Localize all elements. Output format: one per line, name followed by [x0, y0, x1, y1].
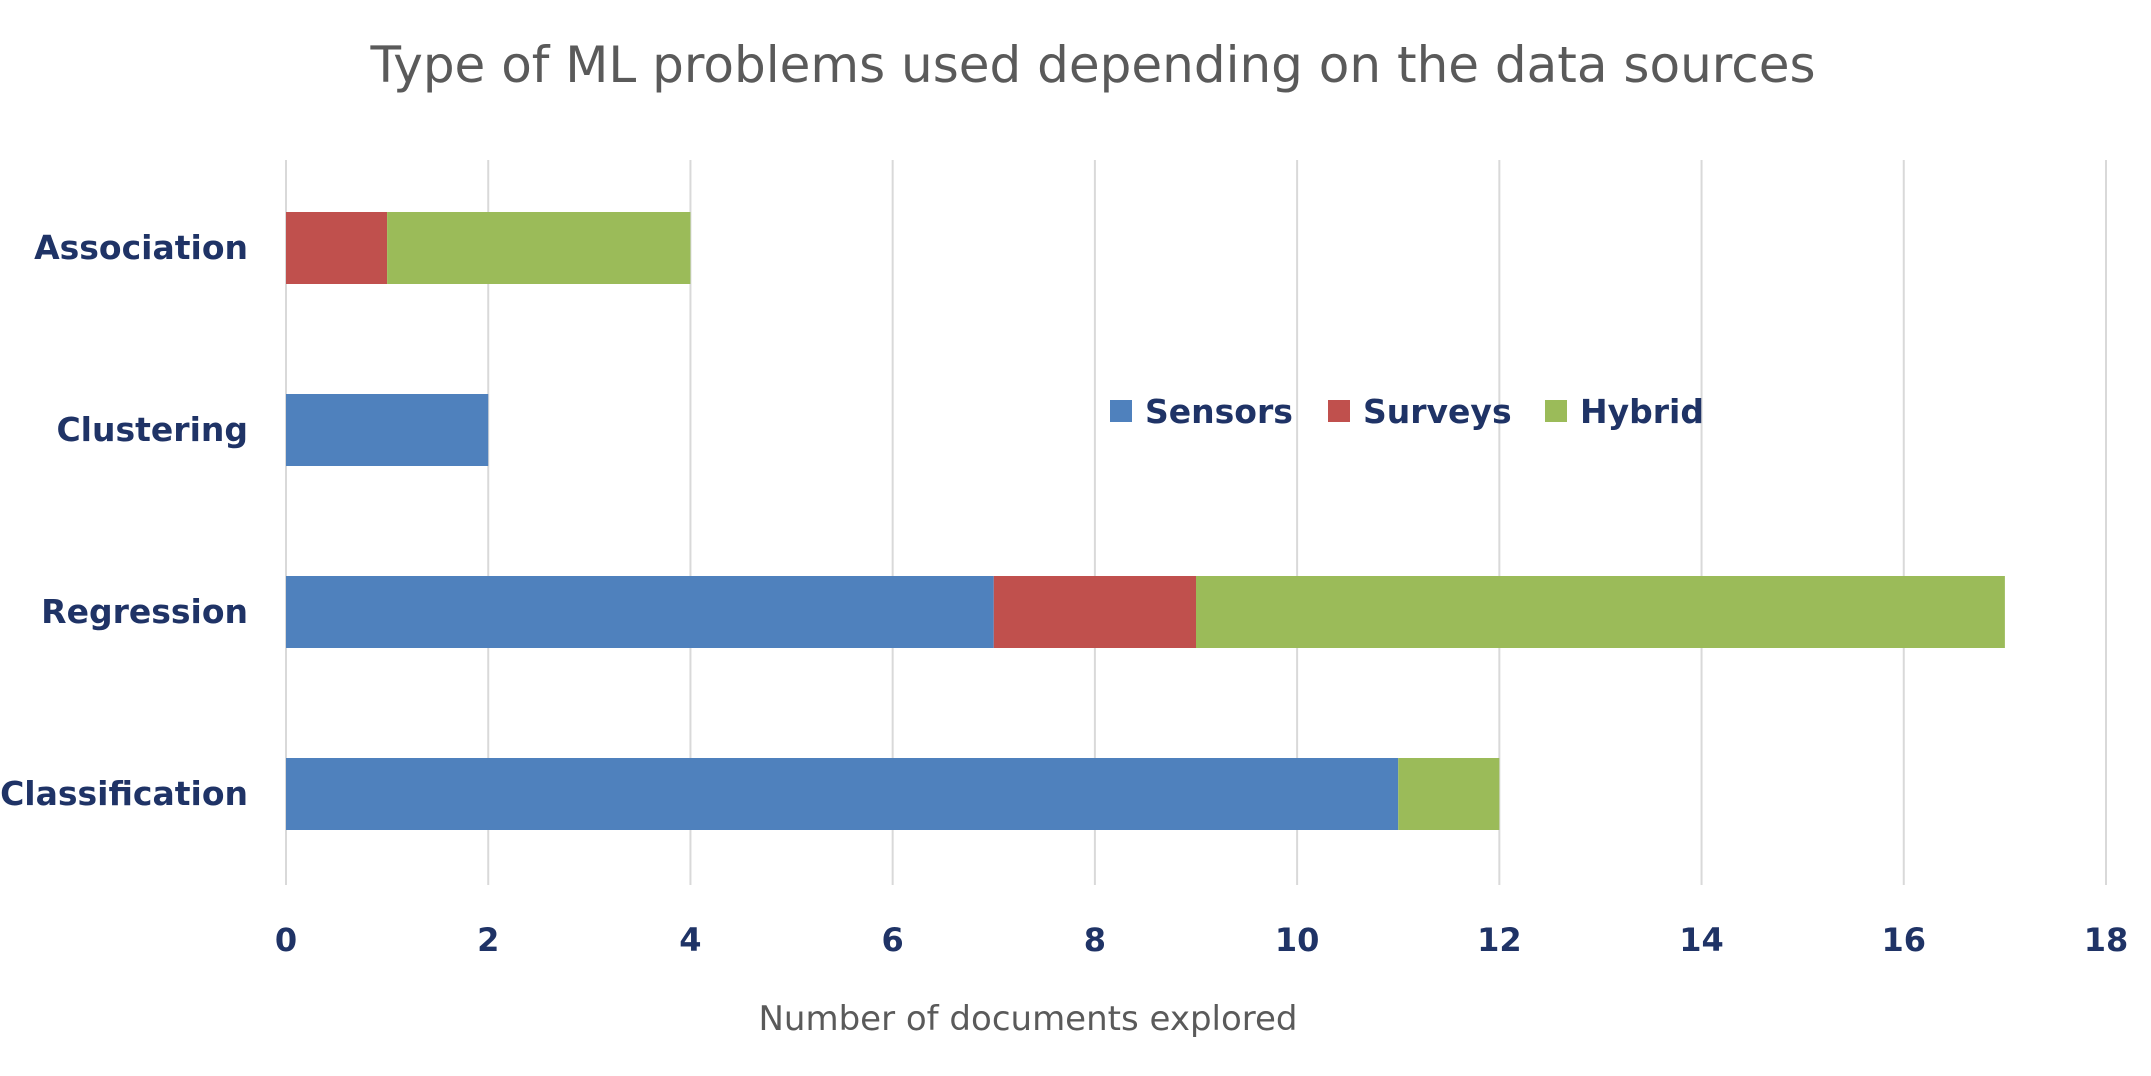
legend-label: Surveys: [1363, 392, 1512, 431]
category-label: Association: [34, 228, 248, 267]
x-tick-label: 18: [2084, 921, 2129, 959]
legend: Sensors Surveys Hybrid: [1110, 392, 1704, 431]
bar-association-hybrid: [387, 212, 691, 284]
bar-clustering-sensors: [286, 394, 489, 466]
legend-swatch: [1110, 400, 1132, 422]
x-tick-labels: 0 2 4 6 8 10 12 14 16 18: [275, 921, 2128, 959]
bar-classification-hybrid: [1398, 758, 1500, 830]
category-label: Classification: [0, 774, 248, 813]
bar-regression-hybrid: [1196, 576, 2005, 648]
bars: [286, 212, 2005, 830]
x-tick-label: 2: [477, 921, 499, 959]
x-tick-label: 12: [1477, 921, 1522, 959]
x-tick-label: 6: [882, 921, 904, 959]
category-label: Clustering: [56, 410, 248, 449]
bar-association-surveys: [286, 212, 388, 284]
x-tick-label: 8: [1084, 921, 1106, 959]
category-labels: Association Clustering Regression Classific…: [0, 228, 248, 813]
category-label: Regression: [41, 592, 248, 631]
x-tick-label: 0: [275, 921, 297, 959]
x-tick-label: 4: [679, 921, 701, 959]
x-axis-label: Number of documents explored: [758, 999, 1297, 1039]
legend-swatch: [1328, 400, 1350, 422]
bar-regression-surveys: [993, 576, 1196, 648]
bar-classification-sensors: [286, 758, 1399, 830]
chart-title: Type of ML problems used depending on th…: [369, 36, 1815, 94]
x-tick-label: 10: [1275, 921, 1320, 959]
x-tick-label: 16: [1882, 921, 1927, 959]
bar-regression-sensors: [286, 576, 994, 648]
x-tick-label: 14: [1679, 921, 1724, 959]
legend-label: Sensors: [1145, 392, 1293, 431]
legend-swatch: [1545, 400, 1567, 422]
legend-label: Hybrid: [1580, 392, 1704, 431]
